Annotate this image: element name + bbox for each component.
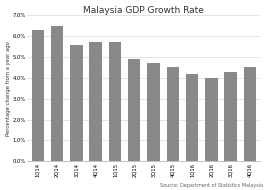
Bar bbox=[109, 42, 121, 161]
Bar bbox=[89, 42, 102, 161]
Bar bbox=[186, 74, 198, 161]
Bar bbox=[70, 44, 83, 161]
Text: Source: Department of Statistics Malaysia: Source: Department of Statistics Malaysi… bbox=[160, 183, 263, 188]
Bar bbox=[32, 30, 44, 161]
Bar bbox=[147, 63, 160, 161]
Bar bbox=[128, 59, 140, 161]
Bar bbox=[205, 78, 218, 161]
Bar bbox=[167, 67, 179, 161]
Bar bbox=[224, 72, 237, 161]
Title: Malaysia GDP Growth Rate: Malaysia GDP Growth Rate bbox=[84, 6, 204, 15]
Y-axis label: Percentage change from a year ago: Percentage change from a year ago bbox=[6, 41, 11, 136]
Bar bbox=[51, 26, 63, 161]
Bar bbox=[244, 67, 256, 161]
